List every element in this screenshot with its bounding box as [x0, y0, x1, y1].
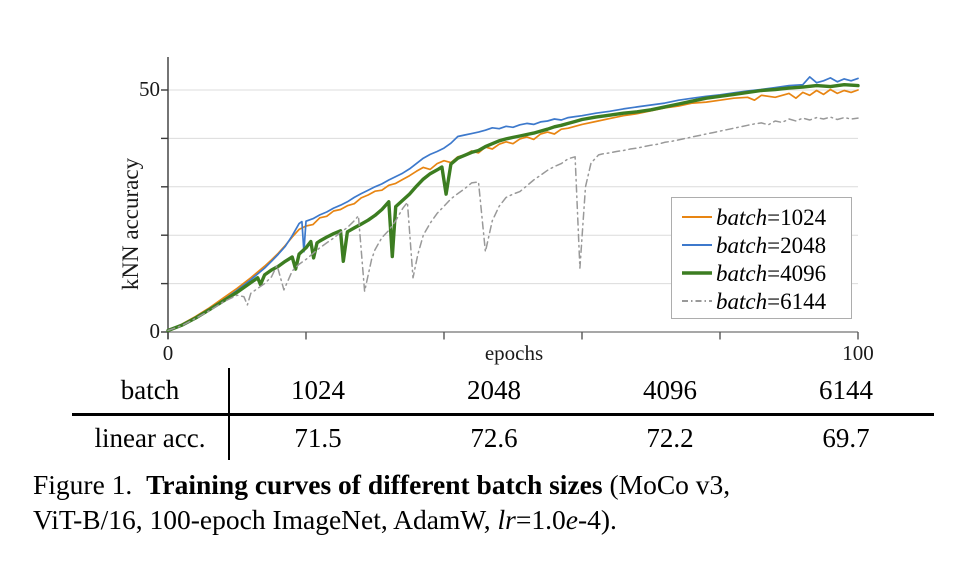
- legend-line-batch-6144: [682, 300, 712, 302]
- legend-line-batch-1024: [682, 216, 712, 218]
- legend-entry-batch-4096: batch=4096: [680, 259, 851, 287]
- linear-acc-2048: 72.6: [470, 422, 518, 453]
- legend-label: batch=6144: [716, 288, 827, 314]
- linear-acc-1024: 71.5: [294, 422, 342, 453]
- legend: batch=1024 batch=2048 batch=4096 batch=6…: [671, 197, 852, 319]
- caption-details: ViT-B/16, 100-epoch ImageNet, AdamW,: [33, 504, 498, 535]
- caption-e: e: [565, 504, 578, 535]
- legend-label: batch=1024: [716, 204, 827, 230]
- caption-lr: lr: [497, 504, 516, 535]
- figure-caption: Figure 1. Training curves of different b…: [33, 469, 731, 535]
- table-header-linear-acc: linear acc.: [72, 416, 230, 460]
- legend-line-batch-2048: [682, 244, 712, 246]
- table-batch-2048: 2048: [467, 375, 521, 405]
- table-header-batch: batch: [72, 368, 230, 413]
- y-tick-label-50: 50: [139, 77, 160, 101]
- table-row-linear-acc: linear acc. 71.5 72.6 72.2 69.7: [72, 416, 934, 460]
- table-batch-4096: 4096: [643, 375, 697, 405]
- x-tick-label-100: 100: [842, 341, 874, 365]
- caption-title: Training curves of different batch sizes: [146, 469, 603, 500]
- legend-entry-batch-6144: batch=6144: [680, 287, 851, 315]
- table-batch-1024: 1024: [291, 375, 345, 405]
- training-curves-plot: [161, 57, 860, 340]
- legend-line-batch-4096: [682, 271, 712, 275]
- linear-acc-6144: 69.7: [822, 422, 870, 453]
- x-tick-label-0: 0: [162, 341, 174, 365]
- y-tick-label-0: 0: [149, 319, 161, 343]
- legend-entry-batch-2048: batch=2048: [680, 231, 851, 259]
- table-batch-6144: 6144: [819, 375, 873, 405]
- linear-accuracy-table: batch 1024 2048 4096 6144 linear acc. 71…: [72, 368, 934, 460]
- legend-label: batch=2048: [716, 232, 827, 258]
- caption-paren-start: (MoCo v3,: [609, 469, 731, 500]
- caption-figure-label: Figure 1.: [33, 469, 133, 500]
- legend-entry-batch-1024: batch=1024: [680, 203, 851, 231]
- legend-label: batch=4096: [716, 260, 827, 286]
- y-axis-title: kNN accuracy: [118, 157, 143, 291]
- x-axis-title: epochs: [484, 341, 544, 365]
- linear-acc-4096: 72.2: [646, 422, 694, 453]
- table-row-batch: batch 1024 2048 4096 6144: [72, 368, 934, 416]
